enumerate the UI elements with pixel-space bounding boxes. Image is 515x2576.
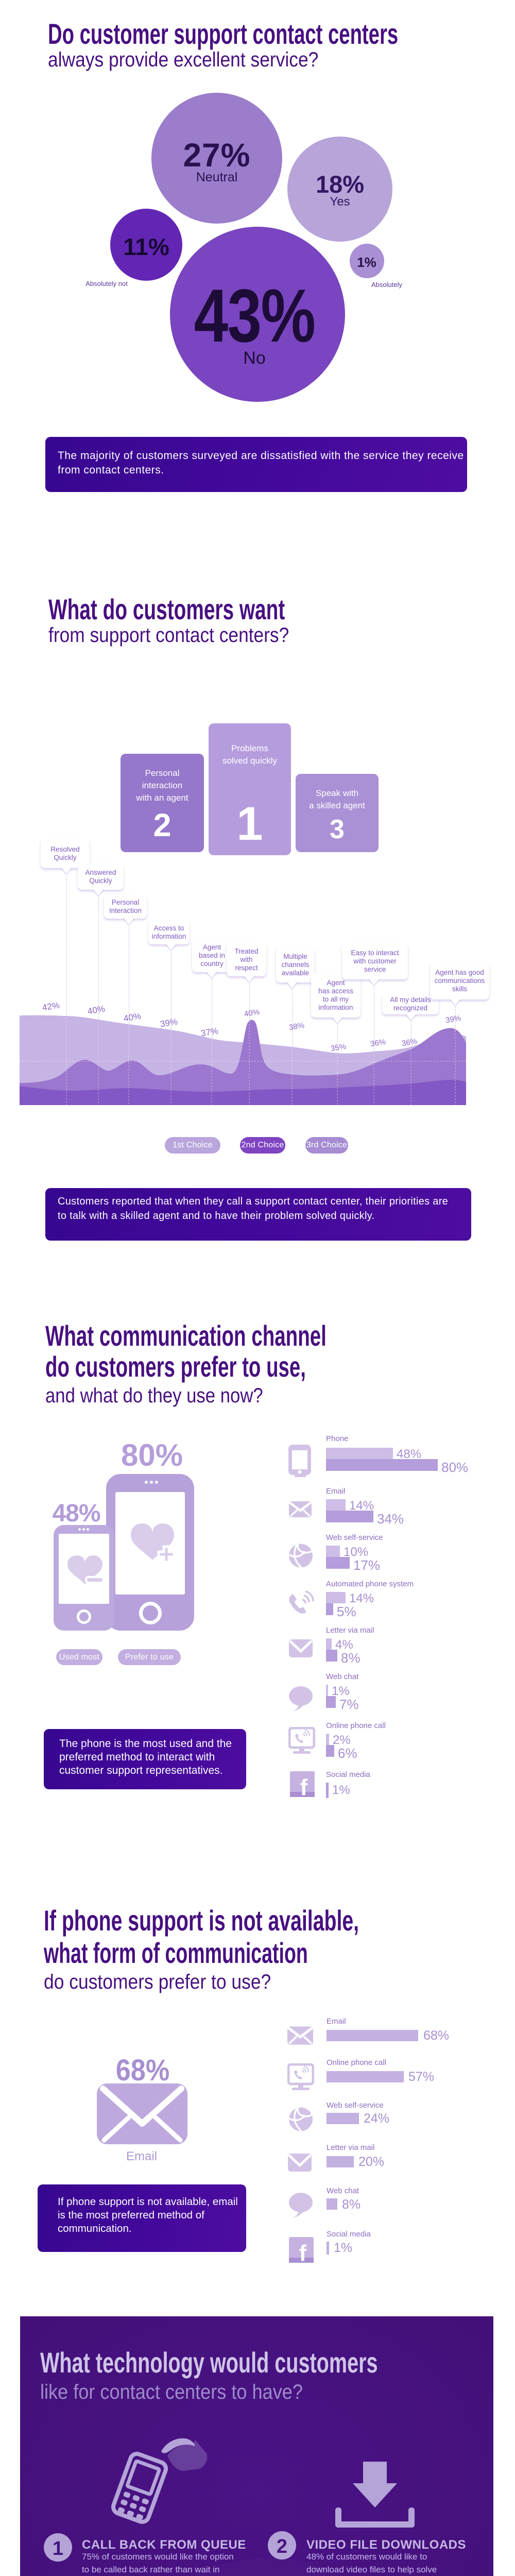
svg-text:f: f (300, 1775, 308, 1798)
svg-text:f: f (299, 2241, 307, 2264)
